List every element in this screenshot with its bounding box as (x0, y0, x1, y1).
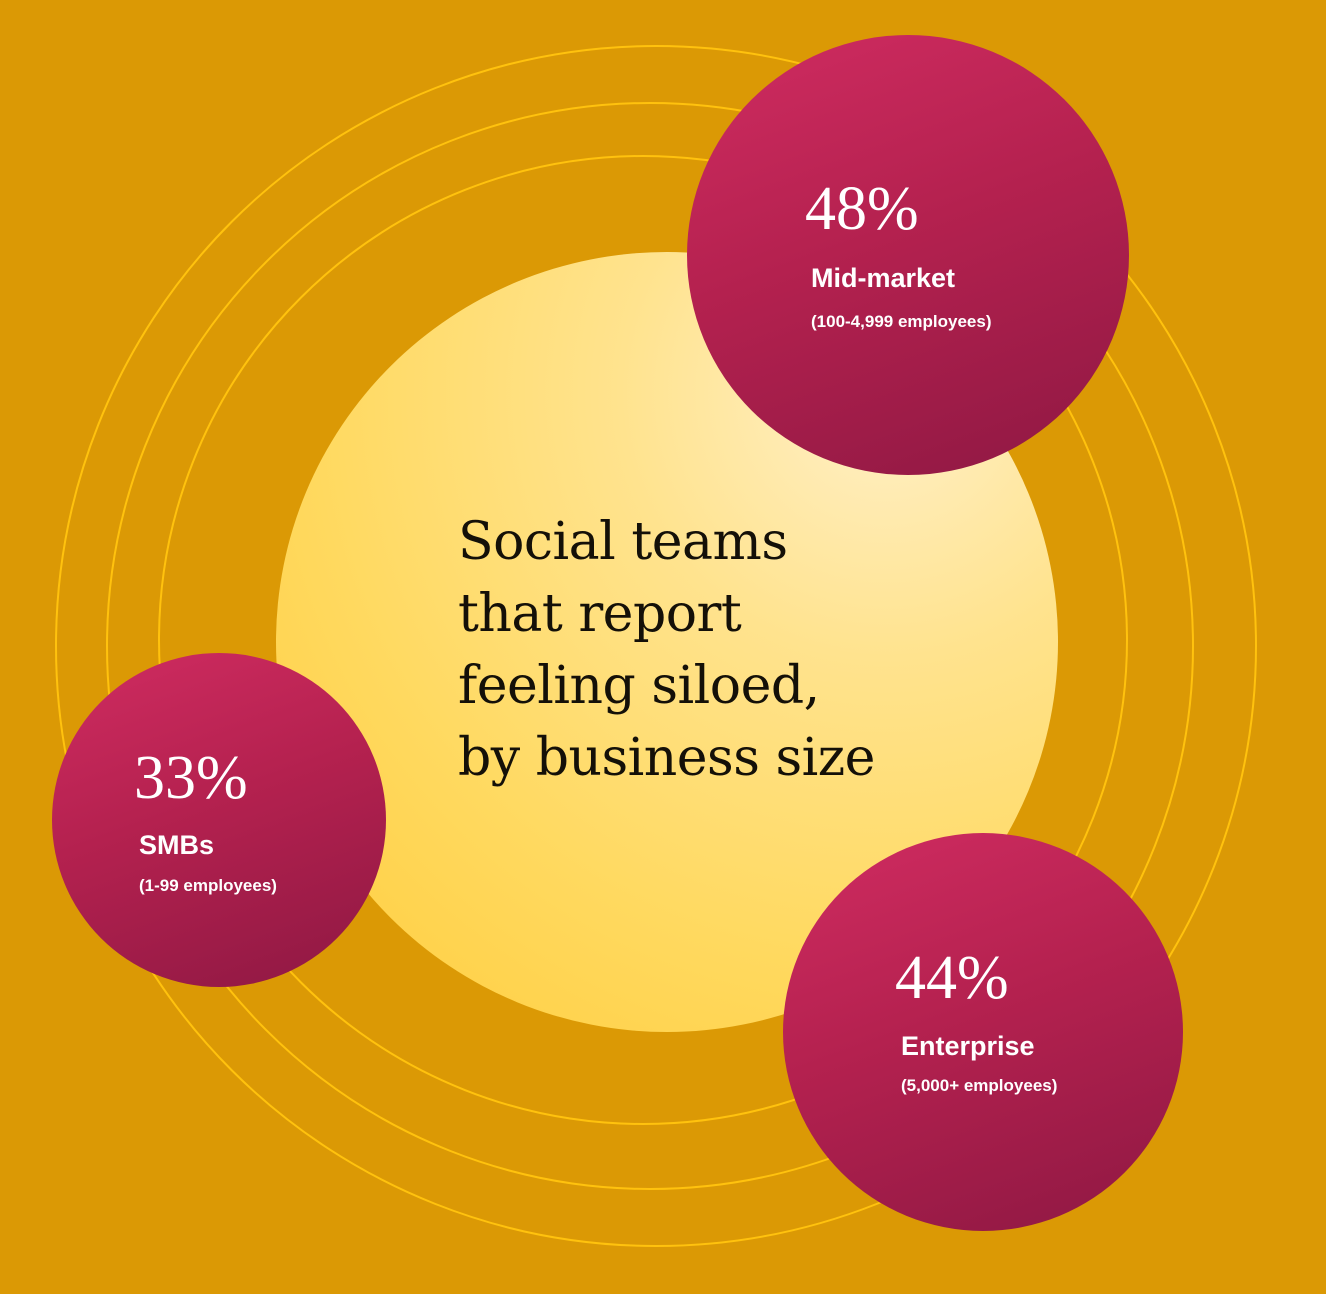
headline-line: that report (458, 584, 742, 644)
headline: Social teams that report feeling siloed,… (458, 506, 1018, 794)
employee-range: (1-99 employees) (139, 876, 277, 895)
segment-label: Mid-market (811, 263, 956, 293)
employee-range: (100-4,999 employees) (811, 312, 992, 331)
headline-line: by business size (458, 728, 875, 788)
stat-value: 48% (805, 175, 919, 243)
ring-inner (158, 155, 1128, 1125)
employee-range: (5,000+ employees) (901, 1076, 1058, 1095)
headline-line: Social teams (458, 512, 788, 572)
stat-value: 44% (895, 944, 1009, 1012)
bubble-mid-market: 48% Mid-market (100-4,999 employees) (687, 35, 1129, 475)
segment-label: SMBs (139, 830, 215, 860)
segment-label: Enterprise (901, 1031, 1035, 1061)
ring-middle (106, 102, 1194, 1190)
ring-outer (55, 45, 1257, 1247)
stat-value: 33% (134, 744, 248, 812)
bubble-enterprise: 44% Enterprise (5,000+ employees) (783, 833, 1183, 1231)
bubble-smbs: 33% SMBs (1-99 employees) (52, 653, 386, 987)
headline-line: feeling siloed, (458, 656, 820, 716)
